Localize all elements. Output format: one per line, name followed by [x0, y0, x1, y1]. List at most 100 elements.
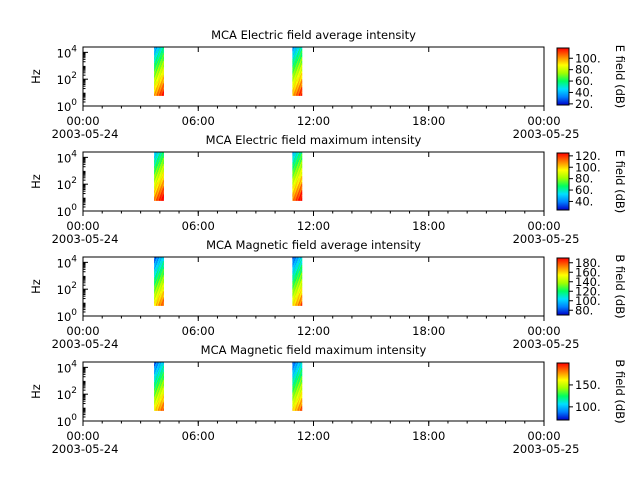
spectrogram-cell	[158, 63, 161, 66]
spectrogram-cell	[159, 83, 162, 86]
spectrogram-cell	[293, 47, 295, 50]
spectrogram-cell	[161, 386, 164, 389]
spectrogram-cell	[296, 293, 298, 296]
spectrogram-cell	[299, 370, 301, 373]
spectrogram-cell	[161, 176, 164, 179]
spectrogram-cell	[160, 408, 163, 411]
spectrogram-cell	[162, 85, 164, 88]
spectrogram-cell	[297, 277, 299, 280]
spectrogram-cell	[295, 285, 297, 288]
spectrogram-cell	[297, 57, 299, 60]
spectrogram-cell	[162, 388, 164, 391]
spectrogram-cell	[161, 269, 164, 272]
spectrogram-cell	[299, 154, 301, 157]
spectrogram-cell	[292, 283, 294, 286]
spectrogram-cell	[299, 291, 301, 294]
spectrogram-cell	[155, 396, 157, 399]
spectrogram-cell	[156, 277, 159, 280]
spectrogram-cell	[298, 269, 300, 272]
spectrogram-cell	[298, 364, 300, 367]
spectrogram-cell	[161, 362, 164, 365]
spectrogram-cell	[297, 295, 299, 298]
spectrogram-cell	[293, 378, 295, 381]
spectrogram-cell	[299, 275, 301, 278]
spectrogram-cell	[300, 295, 302, 298]
spectrogram-cell	[297, 275, 299, 278]
spectrogram-cell	[293, 190, 295, 193]
spectrogram-cell	[298, 57, 300, 60]
spectrogram-cell	[300, 366, 302, 369]
spectrogram-cell	[295, 156, 297, 159]
spectrogram-cell	[297, 299, 299, 302]
spectrogram-cell	[156, 364, 159, 367]
spectrogram-cell	[154, 79, 156, 82]
spectrogram-cell	[155, 65, 158, 68]
spectrogram-cell	[154, 154, 156, 157]
spectrogram-cell	[162, 178, 164, 181]
spectrogram-cell	[162, 291, 164, 294]
panel-title: MCA Electric field average intensity	[211, 28, 416, 42]
colorbar-tick-label: 150.	[575, 378, 601, 392]
spectrogram-cell	[292, 168, 294, 171]
y-tick-label: 100	[57, 308, 78, 324]
spectrogram-cell	[160, 156, 163, 159]
spectrogram-cell	[162, 370, 164, 373]
spectrogram-cell	[301, 198, 303, 201]
spectrogram-cell	[294, 170, 296, 173]
spectrogram-cell	[161, 271, 164, 274]
spectrogram-cell	[296, 87, 298, 90]
spectrogram-cell	[161, 301, 164, 304]
x-tick-time: 00:00	[527, 324, 560, 338]
spectrogram-cell	[300, 198, 302, 201]
spectrogram-cell	[298, 47, 300, 50]
spectrogram-cell	[159, 59, 162, 62]
spectrogram-cell	[155, 263, 158, 266]
panel-3: MCA Magnetic field average intensityHz10…	[29, 238, 627, 351]
spectrogram-cell	[157, 156, 160, 159]
spectrogram-cell	[160, 168, 163, 171]
spectrogram-cell	[294, 382, 296, 385]
spectrogram-cell	[298, 170, 300, 173]
spectrogram-cell	[297, 55, 299, 58]
spectrogram-cell	[293, 186, 295, 189]
spectrogram-cell	[159, 93, 162, 96]
spectrogram-cell	[300, 267, 302, 270]
spectrogram-cell	[159, 261, 162, 264]
spectrogram-cell	[162, 53, 164, 56]
spectrogram-burst	[154, 47, 164, 96]
spectrogram-cell	[155, 81, 158, 84]
spectrogram-cell	[154, 69, 156, 72]
spectrogram-cell	[161, 83, 164, 86]
spectrogram-cell	[155, 188, 158, 191]
spectrogram-cell	[158, 263, 161, 266]
spectrogram-cell	[156, 85, 159, 88]
spectrogram-cell	[160, 283, 163, 286]
spectrogram-cell	[160, 376, 163, 379]
spectrogram-cell	[156, 283, 159, 286]
spectrogram-cell	[155, 263, 157, 266]
spectrogram-cell	[159, 87, 162, 90]
spectrogram-cell	[158, 73, 161, 76]
spectrogram-cell	[299, 190, 301, 193]
spectrogram-cell	[299, 364, 301, 367]
spectrogram-cell	[295, 190, 297, 193]
spectrogram-cell	[158, 265, 161, 268]
x-tick-time: 06:00	[182, 219, 215, 233]
spectrogram-cell	[293, 160, 295, 163]
spectrogram-cell	[292, 198, 294, 201]
spectrogram-cell	[300, 279, 302, 282]
spectrogram-cell	[159, 394, 162, 397]
spectrogram-cell	[155, 269, 157, 272]
spectrogram-cell	[155, 85, 157, 88]
spectrogram-cell	[159, 259, 162, 262]
spectrogram-cell	[155, 79, 157, 82]
spectrogram-cell	[296, 63, 298, 66]
spectrogram-cell	[293, 273, 295, 276]
spectrogram-cell	[298, 198, 300, 201]
spectrogram-cell	[160, 380, 163, 383]
spectrogram-cell	[300, 164, 302, 167]
spectrogram-cell	[299, 87, 301, 90]
spectrogram-burst	[292, 257, 303, 306]
spectrogram-cell	[292, 47, 294, 50]
spectrogram-cell	[296, 301, 298, 304]
